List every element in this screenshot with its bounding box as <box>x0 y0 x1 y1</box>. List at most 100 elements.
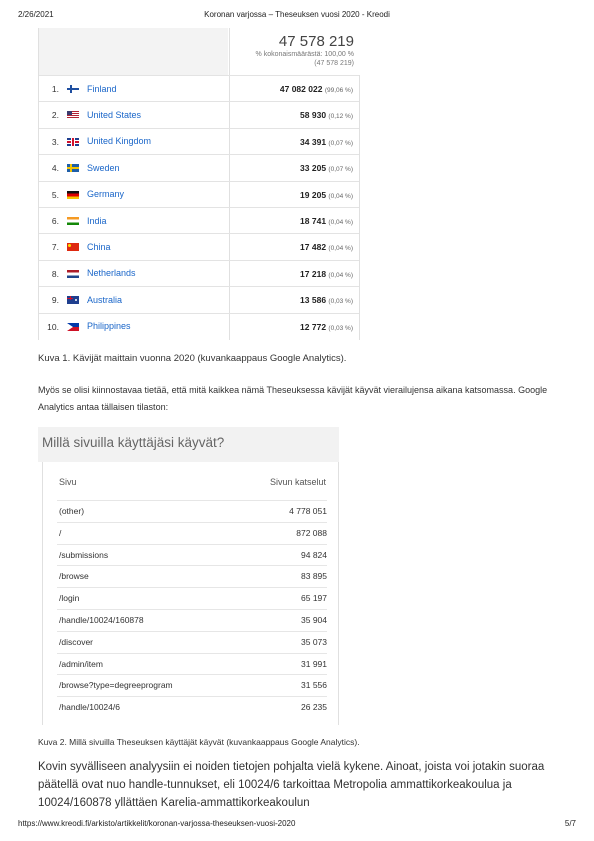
table-row: /login 65 197 <box>57 587 327 608</box>
pages-table-header: Sivu Sivun katselut <box>43 472 338 492</box>
page-views: 65 197 <box>301 593 327 604</box>
row-percentage: (0,04 %) <box>328 271 353 279</box>
row-rank: 4. <box>51 163 59 174</box>
sweden-flag-icon <box>67 164 79 173</box>
table-row: /browse 83 895 <box>57 565 327 586</box>
table-row: /handle/10024/160878 35 904 <box>57 609 327 630</box>
table-row: 9. Australia 13 586 (0,03 %) <box>39 286 359 314</box>
print-page-number: 5/7 <box>564 819 576 828</box>
philippines-flag-icon <box>67 322 79 331</box>
row-value: 12 772 <box>300 321 327 332</box>
germany-flag-icon <box>67 190 79 199</box>
pages-widget-title: Millä sivuilla käyttäjäsi käyvät? <box>42 435 225 450</box>
row-value: 17 482 <box>300 242 327 253</box>
print-header: 2/26/2021 Koronan varjossa – Theseuksen … <box>18 10 576 22</box>
table-row: 3. United Kingdom 34 391 (0,07 %) <box>39 127 359 155</box>
table-row: 4. Sweden 33 205 (0,07 %) <box>39 154 359 182</box>
page-path: (other) <box>59 506 85 516</box>
table-row: 5. Germany 19 205 (0,04 %) <box>39 180 359 208</box>
finland-flag-icon <box>67 85 79 93</box>
table-row: /discover 35 073 <box>57 630 327 652</box>
row-percentage: (0,04 %) <box>328 192 353 200</box>
row-percentage: (0,04 %) <box>328 245 353 253</box>
country-link[interactable]: Australia <box>87 294 123 305</box>
page-path: / <box>59 527 62 538</box>
row-percentage: (0,03 %) <box>328 298 353 306</box>
country-link[interactable]: Philippines <box>87 321 131 332</box>
page-views: 26 235 <box>301 702 327 713</box>
table-row: 8. Netherlands 17 218 (0,04 %) <box>39 259 359 287</box>
row-value: 18 741 <box>300 216 327 226</box>
page-path: /submissions <box>59 549 109 560</box>
figure-caption-2: Kuva 2. Millä sivuilla Theseuksen käyttä… <box>38 737 360 747</box>
country-link[interactable]: Finland <box>87 83 117 94</box>
table-row: 6. India 18 741 (0,04 %) <box>39 207 359 234</box>
print-date: 2/26/2021 <box>18 10 54 19</box>
row-percentage: (0,12 %) <box>328 113 353 121</box>
page-views: 83 895 <box>301 571 327 582</box>
table-row: 7. China 17 482 (0,04 %) <box>39 233 359 261</box>
paragraph-2: Kovin syvälliseen analyysiin ei noiden t… <box>38 761 545 809</box>
usa-flag-icon <box>67 111 79 120</box>
page-views: 35 904 <box>301 615 327 625</box>
table-row: 2. United States 58 930 (0,12 %) <box>39 101 359 129</box>
page-views: 35 073 <box>301 636 327 647</box>
page-views: 94 824 <box>301 549 327 560</box>
print-footer: https://www.kreodi.fi/arkisto/artikkelit… <box>18 819 576 831</box>
china-flag-icon <box>67 243 79 252</box>
row-value: 17 218 <box>300 268 327 279</box>
row-rank: 9. <box>51 295 59 306</box>
row-rank: 6. <box>51 216 59 226</box>
row-percentage: (0,07 %) <box>328 166 353 174</box>
page-path: /login <box>59 593 80 604</box>
row-rank: 8. <box>51 268 59 279</box>
row-rank: 10. <box>47 321 59 332</box>
country-visitors-screenshot: 47 578 219 % kokonaismäärästä: 100,00 % … <box>38 28 360 340</box>
row-rank: 7. <box>51 242 59 253</box>
netherlands-flag-icon <box>67 269 79 278</box>
page-path: /admin/item <box>59 658 103 669</box>
row-value: 58 930 <box>300 110 327 121</box>
row-rank: 1. <box>51 84 59 94</box>
page-path: /browse <box>59 571 89 582</box>
country-link[interactable]: Germany <box>87 189 125 200</box>
table-row: /handle/10024/6 26 235 <box>57 696 327 717</box>
country-link[interactable]: Netherlands <box>87 268 136 279</box>
row-percentage: (0,03 %) <box>328 324 353 332</box>
country-link[interactable]: India <box>87 215 107 226</box>
col-page-header: Sivu <box>59 477 77 487</box>
total-percentage: % kokonaismäärästä: 100,00 % <box>255 51 354 58</box>
figure-caption-1: Kuva 1. Kävijät maittain vuonna 2020 (ku… <box>38 353 347 364</box>
page-path: /handle/10024/160878 <box>59 615 144 625</box>
row-value: 33 205 <box>300 163 327 174</box>
total-header: 47 578 219 % kokonaismäärästä: 100,00 % … <box>39 28 360 75</box>
row-value: 47 082 022 <box>279 84 323 94</box>
page-path: /browse?type=degreeprogram <box>59 680 173 691</box>
row-value: 13 586 <box>300 295 327 306</box>
country-link[interactable]: China <box>87 241 111 252</box>
total-value: 47 578 219 <box>278 33 354 50</box>
page-path: /handle/10024/6 <box>59 702 120 713</box>
paragraph-1: Myös se olisi kiinnostavaa tietää, että … <box>38 385 548 412</box>
india-flag-icon <box>67 217 79 225</box>
row-rank: 5. <box>51 189 59 200</box>
table-row: 1. Finland 47 082 022 (99,06 %) <box>39 75 359 102</box>
table-row: /browse?type=degreeprogram 31 556 <box>57 674 327 695</box>
pages-visited-screenshot: Millä sivuilla käyttäjäsi käyvät? Sivu S… <box>38 427 339 725</box>
table-row: / 872 088 <box>57 521 327 543</box>
total-count: (47 578 219) <box>314 60 354 67</box>
row-rank: 2. <box>51 110 59 121</box>
row-rank: 3. <box>51 136 59 147</box>
print-title: Koronan varjossa – Theseuksen vuosi 2020… <box>204 10 390 19</box>
page-path: /discover <box>59 636 94 647</box>
table-row: 10. Philippines 12 772 (0,03 %) <box>39 312 359 340</box>
table-row: (other) 4 778 051 <box>57 500 327 521</box>
country-link[interactable]: Sweden <box>87 162 120 173</box>
country-link[interactable]: United Kingdom <box>87 136 152 147</box>
row-value: 19 205 <box>300 189 327 200</box>
page-views: 31 556 <box>301 680 327 691</box>
row-percentage: (0,07 %) <box>328 139 353 147</box>
table-row: /admin/item 31 991 <box>57 652 327 674</box>
country-link[interactable]: United States <box>87 109 142 120</box>
page-views: 872 088 <box>296 527 327 538</box>
